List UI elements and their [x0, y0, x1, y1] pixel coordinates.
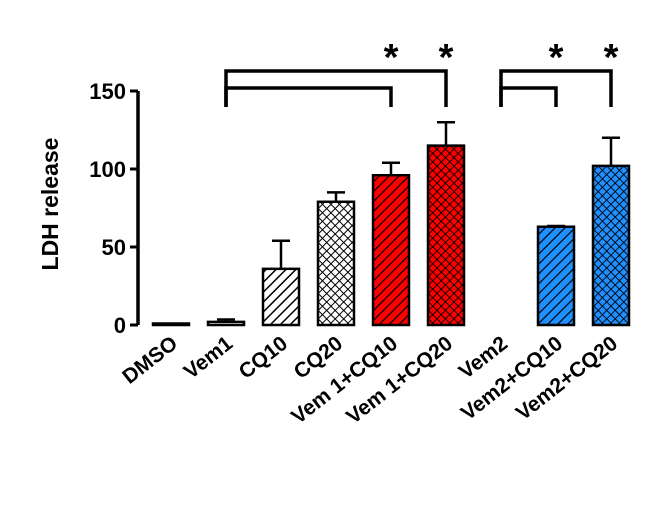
x-tick-label: Vem1: [180, 332, 238, 384]
y-tick-label: 0: [114, 313, 126, 338]
error-bars: [162, 120, 620, 326]
axes: 0 50 100 150: [89, 79, 140, 338]
significance-star: *: [604, 37, 619, 79]
bar-cq10: [261, 267, 301, 327]
significance-star: *: [384, 37, 399, 79]
significance-brackets: * * * *: [224, 37, 619, 107]
bar-vem-1-cq20: [426, 144, 466, 327]
y-tick-label: 50: [102, 235, 126, 260]
significance-bracket: [224, 86, 393, 107]
bar-vem2-cq20: [591, 164, 631, 327]
x-tick-label: DMSO: [118, 332, 182, 389]
significance-star: *: [439, 37, 454, 79]
bar-vem1: [206, 320, 246, 327]
y-axis-label: LDH release: [37, 138, 63, 271]
y-tick-label: 100: [89, 157, 126, 182]
significance-bracket: [224, 69, 448, 107]
bar-vem2-cq10: [536, 225, 576, 327]
significance-bracket: [499, 86, 558, 107]
bar-vem-1-cq10: [371, 173, 411, 327]
y-tick-label: 150: [89, 79, 126, 104]
bars: [151, 144, 631, 327]
significance-bracket: [499, 69, 613, 107]
bar-cq20: [316, 200, 356, 327]
significance-star: *: [549, 37, 564, 79]
x-tick-label: CQ10: [235, 332, 292, 384]
